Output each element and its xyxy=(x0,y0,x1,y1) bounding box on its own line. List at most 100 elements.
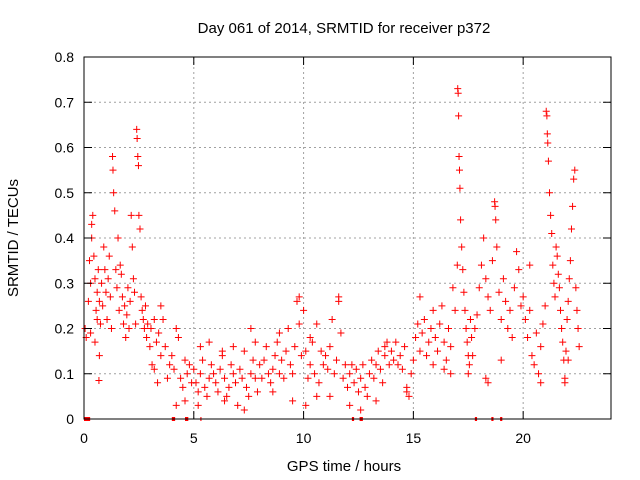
data-point xyxy=(567,225,575,233)
data-point xyxy=(143,334,151,342)
data-point xyxy=(88,220,96,228)
data-point xyxy=(564,356,572,364)
data-point xyxy=(571,166,579,174)
data-point xyxy=(172,325,180,332)
data-point xyxy=(549,261,557,269)
data-point xyxy=(131,288,139,296)
y-tick-label: 0.4 xyxy=(55,230,75,246)
data-point xyxy=(492,216,500,224)
data-point xyxy=(148,361,156,369)
data-point xyxy=(564,297,572,305)
data-point xyxy=(390,356,398,364)
data-point xyxy=(304,374,312,382)
data-point xyxy=(506,306,514,314)
data-point xyxy=(91,338,99,346)
data-point xyxy=(543,112,551,120)
data-point xyxy=(383,338,391,346)
data-point xyxy=(451,306,459,314)
data-point xyxy=(434,347,442,355)
data-point xyxy=(240,406,248,414)
data-point xyxy=(370,374,378,382)
data-point xyxy=(136,225,144,233)
data-point xyxy=(526,261,534,269)
data-point xyxy=(436,320,444,328)
data-point xyxy=(486,306,494,314)
data-point xyxy=(89,211,97,219)
data-point xyxy=(440,365,448,373)
data-point xyxy=(337,329,345,337)
data-point xyxy=(264,370,272,378)
data-point xyxy=(223,392,231,400)
data-point xyxy=(289,370,297,378)
data-point xyxy=(110,189,118,197)
data-point xyxy=(427,325,435,332)
data-point xyxy=(150,365,158,373)
data-point xyxy=(135,211,143,219)
data-point xyxy=(326,392,334,400)
data-point xyxy=(333,356,341,364)
data-point xyxy=(317,347,325,355)
data-point xyxy=(236,365,244,373)
grid xyxy=(84,57,611,419)
data-point xyxy=(455,166,463,174)
data-point xyxy=(495,288,503,296)
data-point xyxy=(207,361,215,369)
data-point xyxy=(407,370,415,378)
data-point xyxy=(262,343,270,351)
data-point xyxy=(192,379,200,387)
data-point xyxy=(539,320,547,328)
data-point xyxy=(132,320,140,328)
data-point xyxy=(177,374,185,382)
data-point xyxy=(372,361,380,369)
data-point xyxy=(205,374,213,382)
data-point xyxy=(401,343,409,351)
data-point xyxy=(129,275,137,283)
data-point xyxy=(326,343,334,351)
data-point xyxy=(242,383,250,391)
data-point xyxy=(249,356,257,364)
data-point xyxy=(106,293,114,301)
data-point xyxy=(403,388,411,396)
data-point xyxy=(473,311,481,319)
data-point xyxy=(381,352,389,360)
data-point xyxy=(284,325,292,332)
data-point xyxy=(418,329,426,337)
data-point xyxy=(127,211,135,219)
y-tick-label: 0.6 xyxy=(55,140,75,156)
data-point xyxy=(484,379,492,387)
data-point xyxy=(552,243,560,251)
data-point xyxy=(125,325,133,332)
data-point xyxy=(225,383,233,391)
data-point xyxy=(116,261,124,269)
data-point xyxy=(335,293,343,301)
data-point xyxy=(267,379,275,387)
data-point xyxy=(147,325,155,332)
data-point xyxy=(157,302,165,310)
data-point xyxy=(179,383,187,391)
data-point xyxy=(85,257,93,265)
data-point xyxy=(199,356,207,364)
data-point xyxy=(275,329,283,337)
data-point xyxy=(218,347,226,355)
data-point xyxy=(146,343,154,351)
data-point xyxy=(221,374,229,382)
data-point xyxy=(570,175,578,183)
data-point xyxy=(455,112,463,120)
data-point xyxy=(103,315,111,323)
data-point xyxy=(282,347,290,355)
data-point xyxy=(346,370,354,378)
data-point xyxy=(155,329,163,337)
data-point xyxy=(95,377,103,385)
data-point xyxy=(357,374,365,382)
data-point xyxy=(528,352,536,360)
y-tick-label: 0.8 xyxy=(55,49,75,65)
data-point xyxy=(216,365,224,373)
data-point xyxy=(521,315,529,323)
data-point xyxy=(409,356,417,364)
data-point xyxy=(114,234,122,242)
data-point xyxy=(361,383,369,391)
data-point xyxy=(542,107,550,115)
data-point xyxy=(563,315,571,323)
data-point xyxy=(111,207,119,215)
